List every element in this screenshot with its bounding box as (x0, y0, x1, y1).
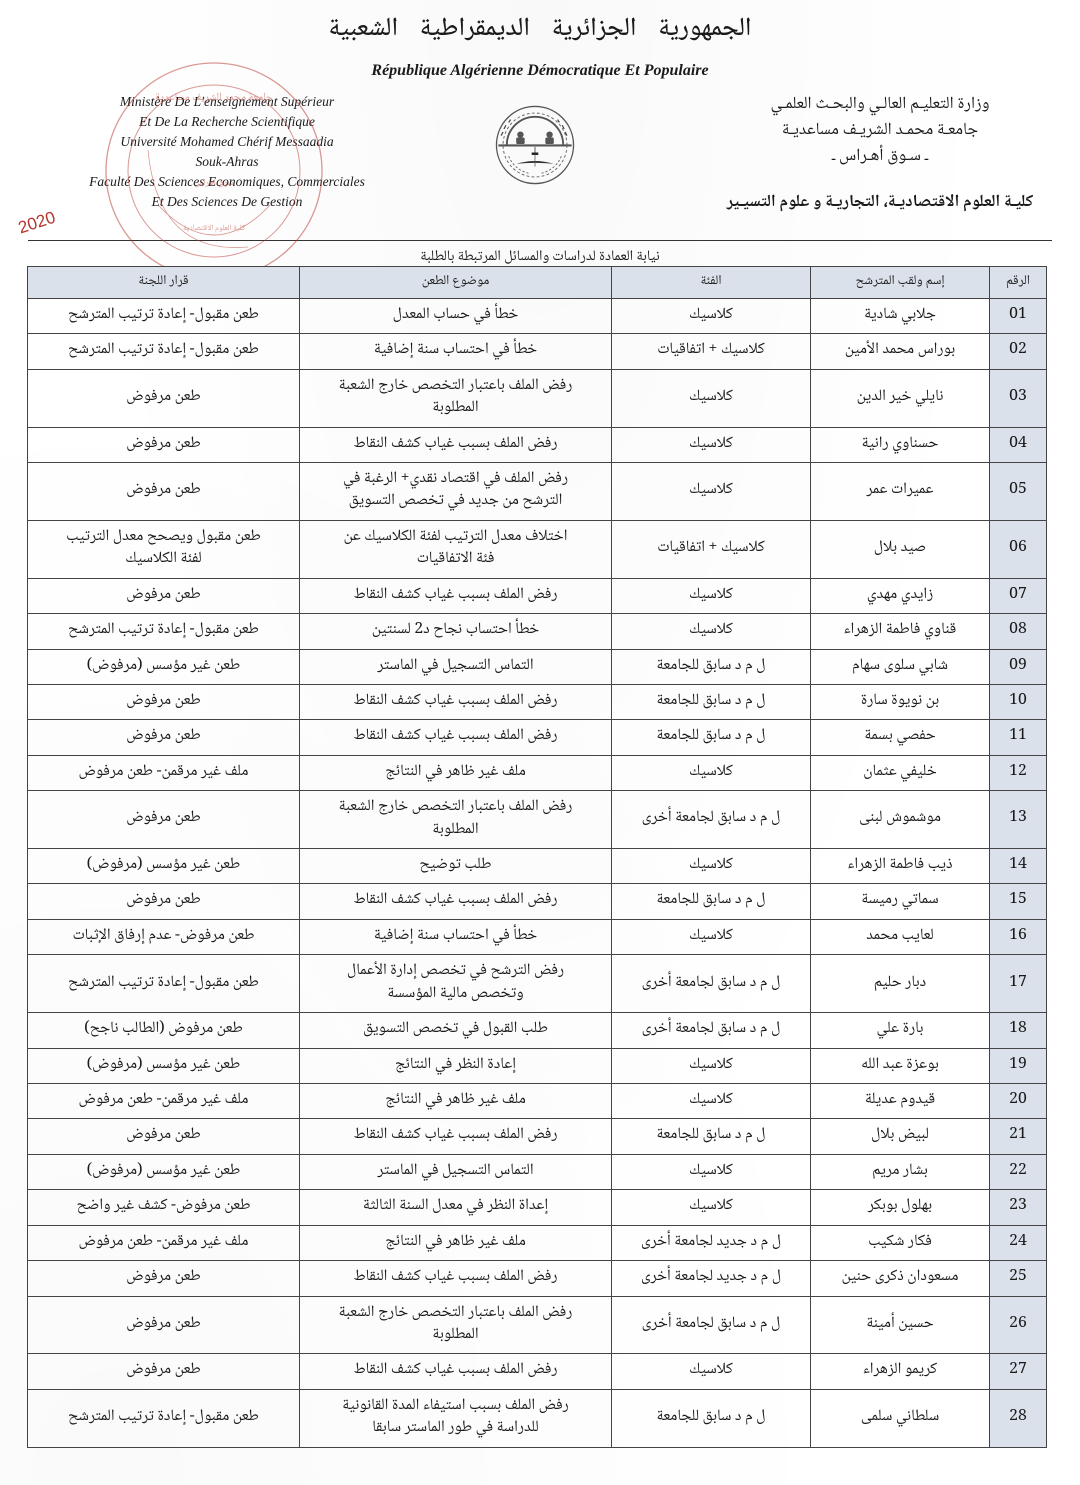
svg-text:كلية العلوم الاقتصادية: كلية العلوم الاقتصادية (183, 222, 246, 236)
svg-text:جامعة محمد الشريف مساعدية: جامعة محمد الشريف مساعدية (155, 88, 273, 107)
svg-text:سوق اهراس: سوق اهراس (194, 175, 234, 191)
